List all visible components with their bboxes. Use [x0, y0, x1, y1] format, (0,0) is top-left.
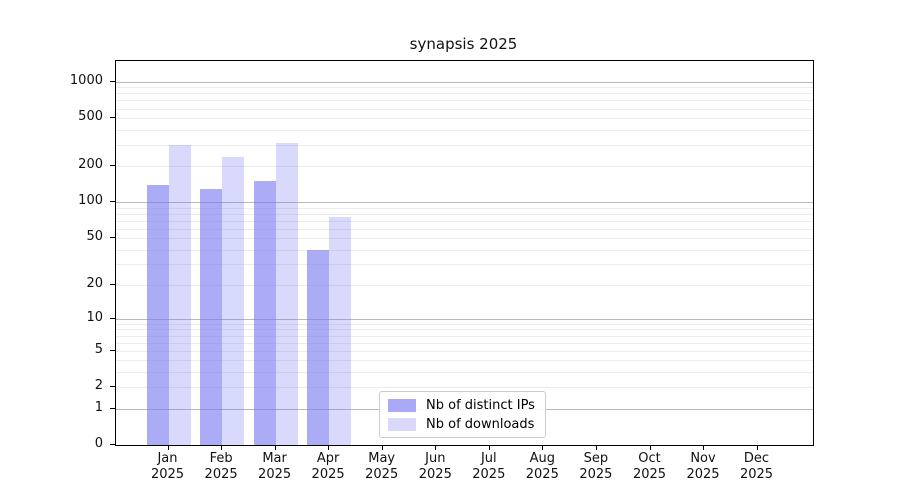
- y-tick-mark: [110, 444, 115, 446]
- y-tick-mark: [110, 80, 115, 82]
- gridline-minor: [116, 372, 813, 374]
- x-tick-mark: [381, 445, 383, 450]
- x-tick-mark: [756, 445, 758, 450]
- x-tick-mark: [488, 445, 490, 450]
- bar-feb-nb-of-downloads: [222, 156, 244, 445]
- legend-label-distinct-ips: Nb of distinct IPs: [426, 397, 535, 413]
- y-tick-mark: [110, 165, 115, 167]
- bar-jan-nb-of-distinct-ips: [146, 184, 169, 445]
- y-tick-mark: [110, 201, 115, 203]
- x-tick-label-jul: Jul 2025: [472, 451, 506, 482]
- y-tick-label: 500: [78, 109, 103, 124]
- gridline-minor: [116, 249, 813, 251]
- y-tick-mark: [110, 407, 115, 409]
- x-tick-label-sep: Sep 2025: [579, 451, 613, 482]
- y-tick-label: 0: [94, 436, 103, 451]
- bar-mar-nb-of-downloads: [275, 143, 298, 445]
- gridline-minor: [116, 87, 813, 89]
- y-tick-label: 2: [94, 378, 103, 394]
- y-tick-mark: [110, 349, 115, 351]
- y-tick-mark: [110, 283, 115, 286]
- gridline-minor: [116, 118, 813, 119]
- bar-apr-nb-of-downloads: [329, 217, 352, 445]
- x-tick-label-feb: Feb 2025: [204, 451, 238, 482]
- legend-swatch-downloads: [388, 417, 416, 431]
- x-tick-label-aug: Aug 2025: [525, 451, 559, 482]
- x-tick-label-may: May 2025: [365, 451, 399, 482]
- gridline-major: [116, 202, 813, 204]
- gridline-minor: [116, 335, 813, 337]
- y-tick-label: 10: [86, 309, 103, 325]
- x-tick-label-dec: Dec 2025: [739, 451, 774, 482]
- y-tick-mark: [110, 317, 115, 320]
- bar-jan-nb-of-downloads: [168, 144, 191, 445]
- legend: Nb of distinct IPs Nb of downloads: [379, 391, 546, 438]
- legend-swatch-distinct-ips: [388, 398, 416, 412]
- x-tick-mark: [167, 445, 169, 450]
- gridline-minor: [116, 207, 813, 209]
- x-tick-label-jun: Jun 2025: [418, 451, 452, 482]
- gridline-minor: [116, 342, 813, 344]
- chart-title: synapsis 2025: [409, 35, 518, 53]
- gridline-minor: [116, 108, 813, 110]
- gridline-minor: [116, 228, 813, 230]
- x-tick-mark: [649, 445, 651, 450]
- y-tick-label: 20: [86, 275, 103, 291]
- x-tick-label-nov: Nov 2025: [686, 451, 720, 482]
- x-tick-mark: [328, 445, 330, 450]
- x-tick-label-apr: Apr 2025: [311, 451, 345, 482]
- gridline-minor: [116, 387, 813, 389]
- gridline-minor: [116, 129, 813, 131]
- gridline-minor: [116, 323, 813, 325]
- gridline-minor: [116, 100, 813, 102]
- gridline-minor: [116, 284, 813, 286]
- bar-mar-nb-of-distinct-ips: [253, 181, 276, 445]
- bar-feb-nb-of-distinct-ips: [200, 188, 222, 445]
- y-tick-label: 50: [86, 229, 103, 245]
- gridline-major: [116, 81, 813, 83]
- gridline-minor: [116, 360, 813, 362]
- gridline-minor: [116, 220, 813, 222]
- gridline-minor: [116, 144, 813, 146]
- legend-item-downloads: Nb of downloads: [388, 417, 537, 432]
- gridline-minor: [116, 329, 813, 331]
- x-tick-label-oct: Oct 2025: [632, 451, 667, 482]
- legend-item-distinct-ips: Nb of distinct IPs: [388, 398, 537, 413]
- gridline-major: [116, 318, 813, 320]
- plot-area: [115, 60, 814, 446]
- gridline-minor: [116, 264, 813, 266]
- gridline-minor: [116, 213, 813, 215]
- y-tick-label: 1000: [69, 72, 103, 88]
- y-tick-label: 5: [94, 341, 103, 357]
- x-tick-mark: [274, 445, 276, 450]
- legend-label-downloads: Nb of downloads: [426, 416, 535, 432]
- x-tick-label-mar: Mar 2025: [258, 451, 292, 482]
- y-tick-label: 100: [78, 193, 103, 209]
- x-tick-mark: [703, 445, 705, 450]
- y-tick-mark: [110, 117, 115, 119]
- x-tick-label-jan: Jan 2025: [150, 451, 185, 482]
- gridline-minor: [116, 166, 813, 168]
- x-tick-mark: [435, 445, 437, 450]
- gridline-minor: [116, 350, 813, 352]
- x-tick-mark: [595, 445, 598, 450]
- gridline-minor: [116, 93, 813, 95]
- x-tick-mark: [542, 445, 544, 450]
- x-tick-mark: [221, 445, 223, 450]
- y-tick-mark: [110, 386, 115, 388]
- y-tick-mark: [110, 237, 115, 239]
- y-tick-label: 1: [94, 399, 103, 415]
- gridline-minor: [116, 238, 813, 240]
- bar-apr-nb-of-distinct-ips: [307, 249, 330, 445]
- y-tick-label: 200: [78, 157, 103, 173]
